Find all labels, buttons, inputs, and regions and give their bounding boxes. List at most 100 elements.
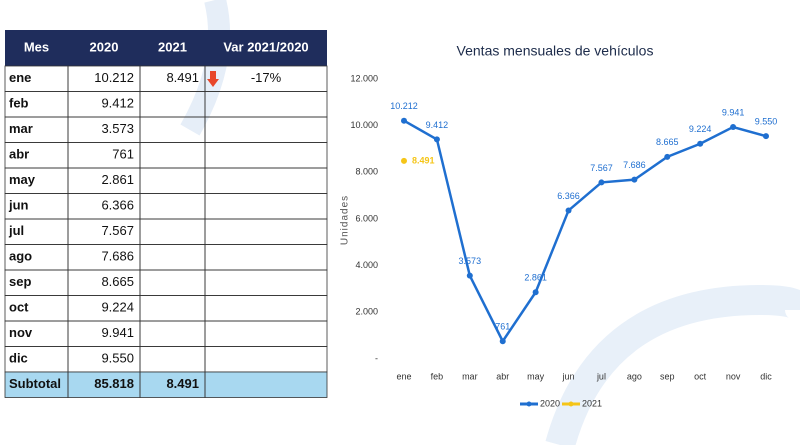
table-cell-text: 8.491 xyxy=(166,70,199,85)
down-arrow-icon xyxy=(207,71,219,87)
data-point xyxy=(401,157,407,164)
legend-marker xyxy=(526,401,532,407)
table-cell-text: mar xyxy=(9,121,33,136)
y-tick-label: - xyxy=(375,353,378,363)
data-point xyxy=(532,289,539,296)
table-cell-text: 8.491 xyxy=(166,376,199,391)
data-point xyxy=(697,140,704,147)
data-point xyxy=(565,207,572,214)
data-point xyxy=(466,272,473,279)
chart-title: Ventas mensuales de vehículos xyxy=(457,43,654,59)
table-cell-text: 10.212 xyxy=(94,70,134,85)
table-cell-text: 761 xyxy=(112,147,134,162)
data-point xyxy=(598,179,605,186)
data-point xyxy=(763,133,769,140)
table-header-cell: 2020 xyxy=(90,39,119,54)
table-cell-text: may xyxy=(9,172,36,187)
y-tick-label: 8.000 xyxy=(355,167,378,177)
table-cell xyxy=(204,320,328,347)
data-label: 8.491 xyxy=(412,155,435,165)
data-point xyxy=(401,117,407,124)
data-label: 2.861 xyxy=(524,273,547,283)
y-tick-label: 6.000 xyxy=(355,213,378,223)
table-cell-text: jul xyxy=(8,223,24,238)
table-header-bg xyxy=(5,30,327,66)
legend-label: 2021 xyxy=(582,398,602,408)
table-cell-text: 2.861 xyxy=(101,172,134,187)
data-label: 3.573 xyxy=(459,256,482,266)
table-header-cell: 2021 xyxy=(158,39,187,54)
series-line xyxy=(403,119,767,344)
x-tick-label: abr xyxy=(496,371,509,381)
data-point xyxy=(499,338,506,345)
table-cell xyxy=(204,167,328,194)
legend-marker xyxy=(568,401,574,407)
table-cell-text: 3.573 xyxy=(101,121,134,136)
x-tick-label: feb xyxy=(431,371,444,381)
data-label: 9.550 xyxy=(755,117,778,127)
table-cell-text: feb xyxy=(9,96,29,111)
table-cell xyxy=(139,244,206,271)
table-cell xyxy=(204,116,328,143)
table-header-cell: Var 2021/2020 xyxy=(223,39,308,54)
table-cell-text: ene xyxy=(9,70,31,85)
data-point xyxy=(664,153,671,160)
table-cell-text: 7.686 xyxy=(101,249,134,264)
table-cell xyxy=(204,269,328,296)
data-label: 6.366 xyxy=(557,191,580,201)
table-cell xyxy=(204,218,328,245)
decor-arc xyxy=(545,284,800,445)
table-cell xyxy=(204,346,328,373)
table-cell-text: 8.665 xyxy=(101,274,134,289)
table-cell xyxy=(139,218,206,245)
table-cell xyxy=(139,269,206,296)
table-cell xyxy=(139,295,206,322)
table-cell-text: -17% xyxy=(251,70,282,85)
table-cell xyxy=(204,371,328,398)
legend-label: 2020 xyxy=(540,398,560,408)
x-tick-label: jul xyxy=(596,371,606,381)
y-tick-label: 2.000 xyxy=(355,307,378,317)
x-tick-label: dic xyxy=(760,371,772,381)
table-cell xyxy=(139,142,206,169)
x-tick-label: nov xyxy=(726,371,741,381)
data-point xyxy=(730,124,737,131)
y-tick-label: 4.000 xyxy=(355,260,378,270)
table-cell xyxy=(204,295,328,322)
table-cell-text: 85.818 xyxy=(94,376,134,391)
subtotal-bg xyxy=(5,372,327,398)
table-cell xyxy=(139,167,206,194)
data-label: 9.412 xyxy=(426,120,449,130)
data-point xyxy=(631,176,638,183)
table-cell xyxy=(204,244,328,271)
table-cell xyxy=(139,320,206,347)
table-cell xyxy=(204,142,328,169)
y-tick-label: 12.000 xyxy=(350,73,378,83)
table-cell-text: 6.366 xyxy=(101,198,134,213)
table-cell-text: abr xyxy=(9,147,29,162)
y-axis-label: Unidades xyxy=(340,195,351,245)
table-cell xyxy=(204,91,328,118)
data-label: 9.224 xyxy=(689,124,712,134)
data-label: 9.941 xyxy=(722,107,745,117)
table-cell-text: 7.567 xyxy=(101,223,134,238)
x-tick-label: may xyxy=(527,371,545,381)
data-label: 7.686 xyxy=(623,160,646,170)
x-tick-label: oct xyxy=(694,371,707,381)
table-cell-text: 9.550 xyxy=(101,351,134,366)
table-cell xyxy=(139,193,206,220)
data-point xyxy=(433,136,440,143)
table-cell-text: nov xyxy=(9,325,33,340)
table-cell-text: oct xyxy=(9,300,29,315)
table-cell-text: 9.941 xyxy=(101,325,134,340)
x-tick-label: ene xyxy=(396,371,411,381)
table-cell xyxy=(204,193,328,220)
data-label: 761 xyxy=(495,322,510,332)
x-tick-label: jun xyxy=(562,371,575,381)
table-cell-text: Subtotal xyxy=(9,376,61,391)
x-tick-label: mar xyxy=(462,371,478,381)
x-tick-label: sep xyxy=(660,371,675,381)
table-cell xyxy=(139,346,206,373)
table-cell-text: 9.412 xyxy=(101,96,134,111)
y-tick-label: 10.000 xyxy=(350,120,378,130)
